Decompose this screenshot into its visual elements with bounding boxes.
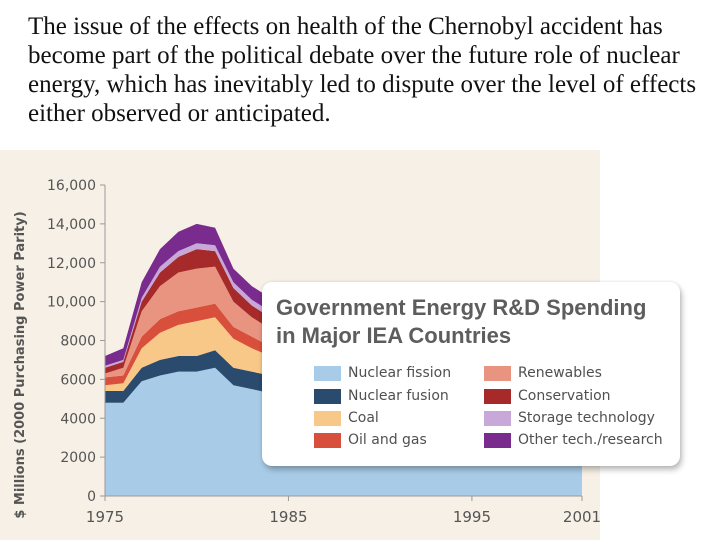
legend-swatch <box>314 388 341 404</box>
legend-label: Conservation <box>518 388 611 404</box>
legend-label: Renewables <box>518 365 602 381</box>
legend-swatch <box>314 365 341 381</box>
area-coal <box>105 317 582 438</box>
legend-item: Renewables <box>484 365 602 381</box>
y-tick-label: 16,000 <box>47 178 96 194</box>
y-tick-label: 14,000 <box>47 217 96 233</box>
y-tick-label: 12,000 <box>47 256 96 272</box>
area-nuclear-fusion <box>105 350 582 450</box>
legend-label: Storage technology <box>518 410 655 426</box>
legend-label: Oil and gas <box>348 432 427 448</box>
x-tick-label: 1995 <box>453 508 491 526</box>
y-tick-label: 0 <box>87 489 96 505</box>
legend-item: Nuclear fission <box>314 365 451 381</box>
chart-container: 0 2000 4000 6000 8000 10,000 12,000 14,000 16,00… <box>0 150 720 540</box>
y-tick-label: 8000 <box>60 334 96 350</box>
legend-item: Storage technology <box>484 410 655 426</box>
legend-item: Other tech./research <box>484 432 663 448</box>
legend-swatch <box>314 432 341 448</box>
legend-swatch <box>484 388 511 404</box>
area-other-tech-research <box>105 223 582 384</box>
x-tick-label: 1975 <box>86 508 124 526</box>
x-tick-label: 2001 <box>563 508 601 526</box>
x-tick-label: 1985 <box>269 508 307 526</box>
legend-swatch <box>314 410 341 426</box>
legend-label: Coal <box>348 410 379 426</box>
y-tick-label: 4000 <box>60 411 96 427</box>
caption-text: The issue of the effects on health of th… <box>28 13 697 127</box>
area-renewables <box>105 266 582 425</box>
y-tick-label: 10,000 <box>47 295 96 311</box>
legend-item: Conservation <box>484 388 611 404</box>
legend-item: Nuclear fusion <box>314 388 449 404</box>
legend-swatch <box>484 410 511 426</box>
legend-label: Nuclear fusion <box>348 388 449 404</box>
chart-title-line-2: in Major IEA Countries <box>276 323 512 348</box>
legend-box: Government Energy R&D Spending in Major … <box>262 282 680 466</box>
chart-title: Government Energy R&D Spending in Major … <box>276 294 646 350</box>
legend-label: Nuclear fission <box>348 365 452 381</box>
legend-item: Coal <box>314 410 379 426</box>
chart-title-line-1: Government Energy R&D Spending <box>276 295 647 320</box>
legend-swatch <box>484 365 511 381</box>
legend-item: Oil and gas <box>314 432 427 448</box>
axes: 0 2000 4000 6000 8000 10,000 12,000 14,000 16,00… <box>47 178 601 526</box>
y-tick-label: 2000 <box>60 450 96 466</box>
y-axis-label: $ Millions (2000 Purchasing Power Parity… <box>13 211 28 518</box>
legend-swatch <box>484 432 511 448</box>
legend-label: Other tech./research <box>518 432 663 448</box>
y-tick-label: 6000 <box>60 372 96 388</box>
